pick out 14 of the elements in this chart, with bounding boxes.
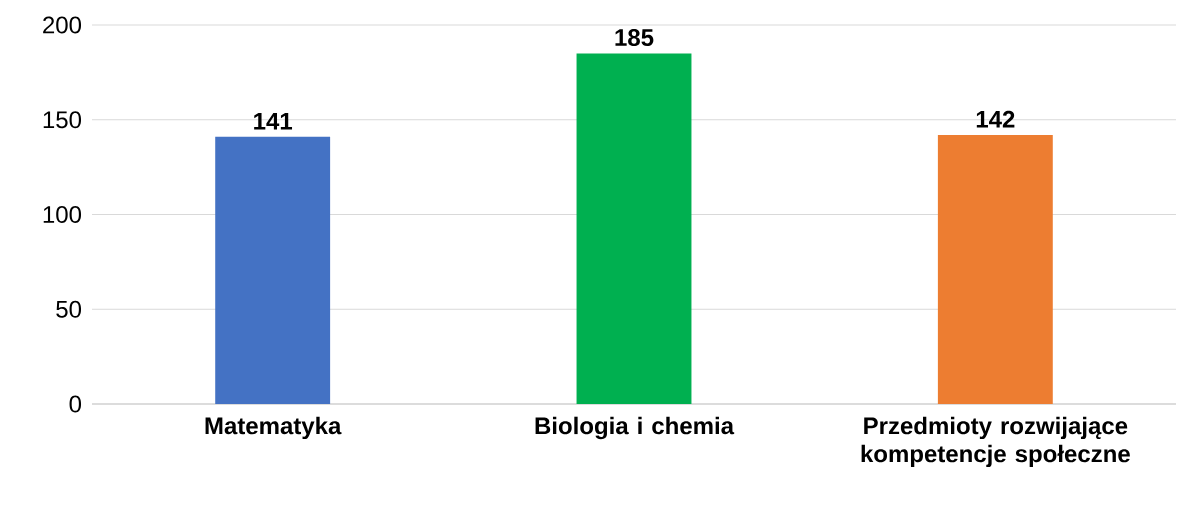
y-tick-label: 50 [56, 300, 82, 318]
y-tick-label: 200 [43, 16, 82, 34]
data-label: 185 [615, 29, 654, 47]
y-tick-label: 0 [69, 395, 82, 413]
bar [215, 136, 331, 404]
data-label: 142 [976, 110, 1015, 128]
bar [937, 134, 1053, 404]
x-tick-label: Przedmioty rozwijające kompetencje społeczne [861, 416, 1130, 468]
bar [576, 53, 692, 404]
y-tick-label: 150 [43, 111, 82, 129]
x-tick-label: Matematyka [205, 416, 342, 440]
y-tick-label: 100 [43, 205, 82, 223]
data-label: 141 [254, 112, 293, 130]
x-tick-label: Biologia i chemia [535, 416, 735, 440]
